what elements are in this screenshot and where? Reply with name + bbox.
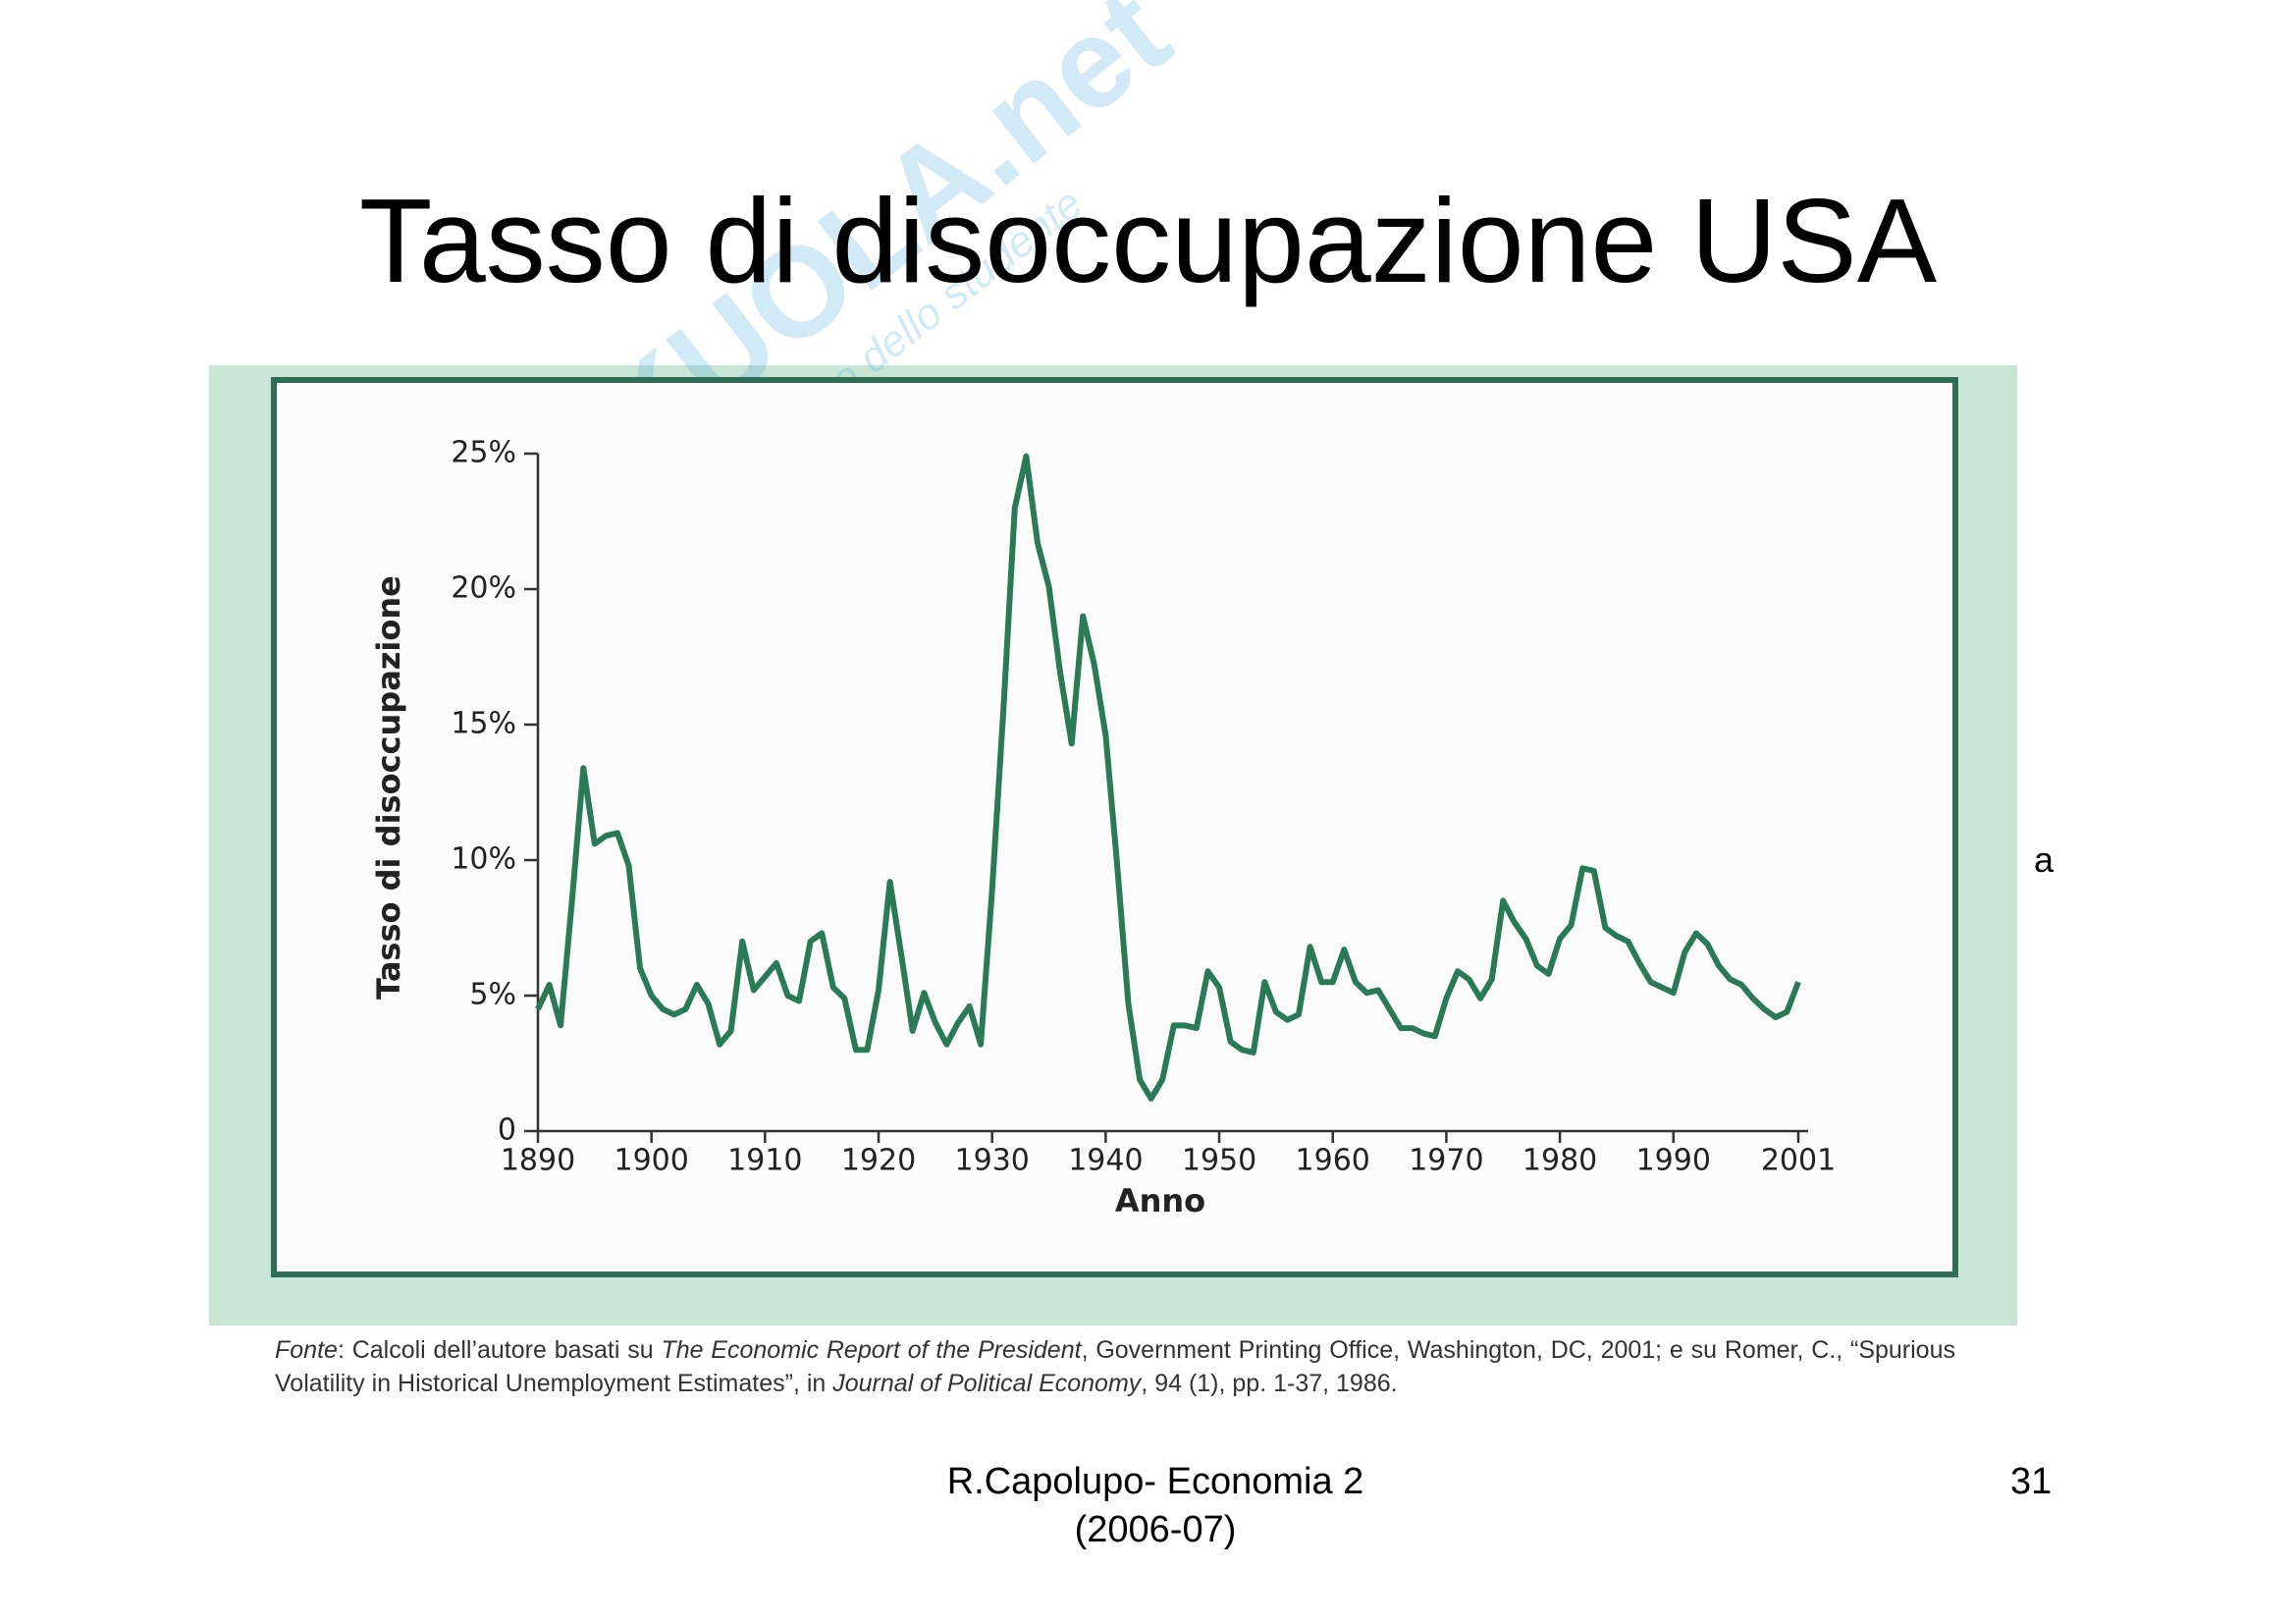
x-tick-label: 1960 [1296,1144,1370,1178]
y-tick-label: 20% [451,571,516,606]
source-run: The Economic Report of the President [661,1336,1082,1364]
source-run: , 94 (1), pp. 1-37, 1986. [1141,1370,1398,1397]
x-tick-label: 1890 [501,1144,575,1178]
y-tick-label: 15% [451,707,516,741]
x-tick-label: 1940 [1068,1144,1143,1178]
y-axis-title: Tasso di disoccupazione [370,575,407,1000]
data-line [535,453,1801,1102]
x-tick-label: 1920 [841,1144,916,1178]
source-run: : Calcoli dell’autore basati su [337,1336,662,1364]
x-tick-label: 1910 [727,1144,802,1178]
footer-line: (2006-07) [1074,1509,1237,1550]
text-fragment: a [2034,839,2055,880]
y-tick-label: 5% [469,978,516,1012]
y-tick-label: 10% [451,842,516,877]
source-run: Journal of Political Economy [832,1370,1142,1397]
x-tick-label: 1980 [1522,1144,1597,1178]
slide-title: Tasso di disoccupazione USA [358,174,1938,307]
x-axis-title: Anno [1115,1182,1205,1219]
footer-line: R.Capolupo- Economia 2 [946,1461,1364,1502]
source-run: , Government Printing Office, Washington… [275,1336,1955,1397]
x-tick-label: 1950 [1182,1144,1256,1178]
x-tick-label: 2001 [1761,1144,1836,1178]
y-tick-label: 25% [451,436,516,470]
source-note: Fonte: Calcoli dell’autore basati su The… [275,1333,1955,1400]
x-tick-label: 1930 [955,1144,1030,1178]
y-tick-label: 0 [498,1113,516,1148]
x-tick-label: 1900 [614,1144,688,1178]
source-run: Fonte [275,1336,338,1364]
page-number: 31 [2010,1461,2053,1502]
x-tick-label: 1990 [1636,1144,1711,1178]
x-tick-label: 1970 [1409,1144,1483,1178]
